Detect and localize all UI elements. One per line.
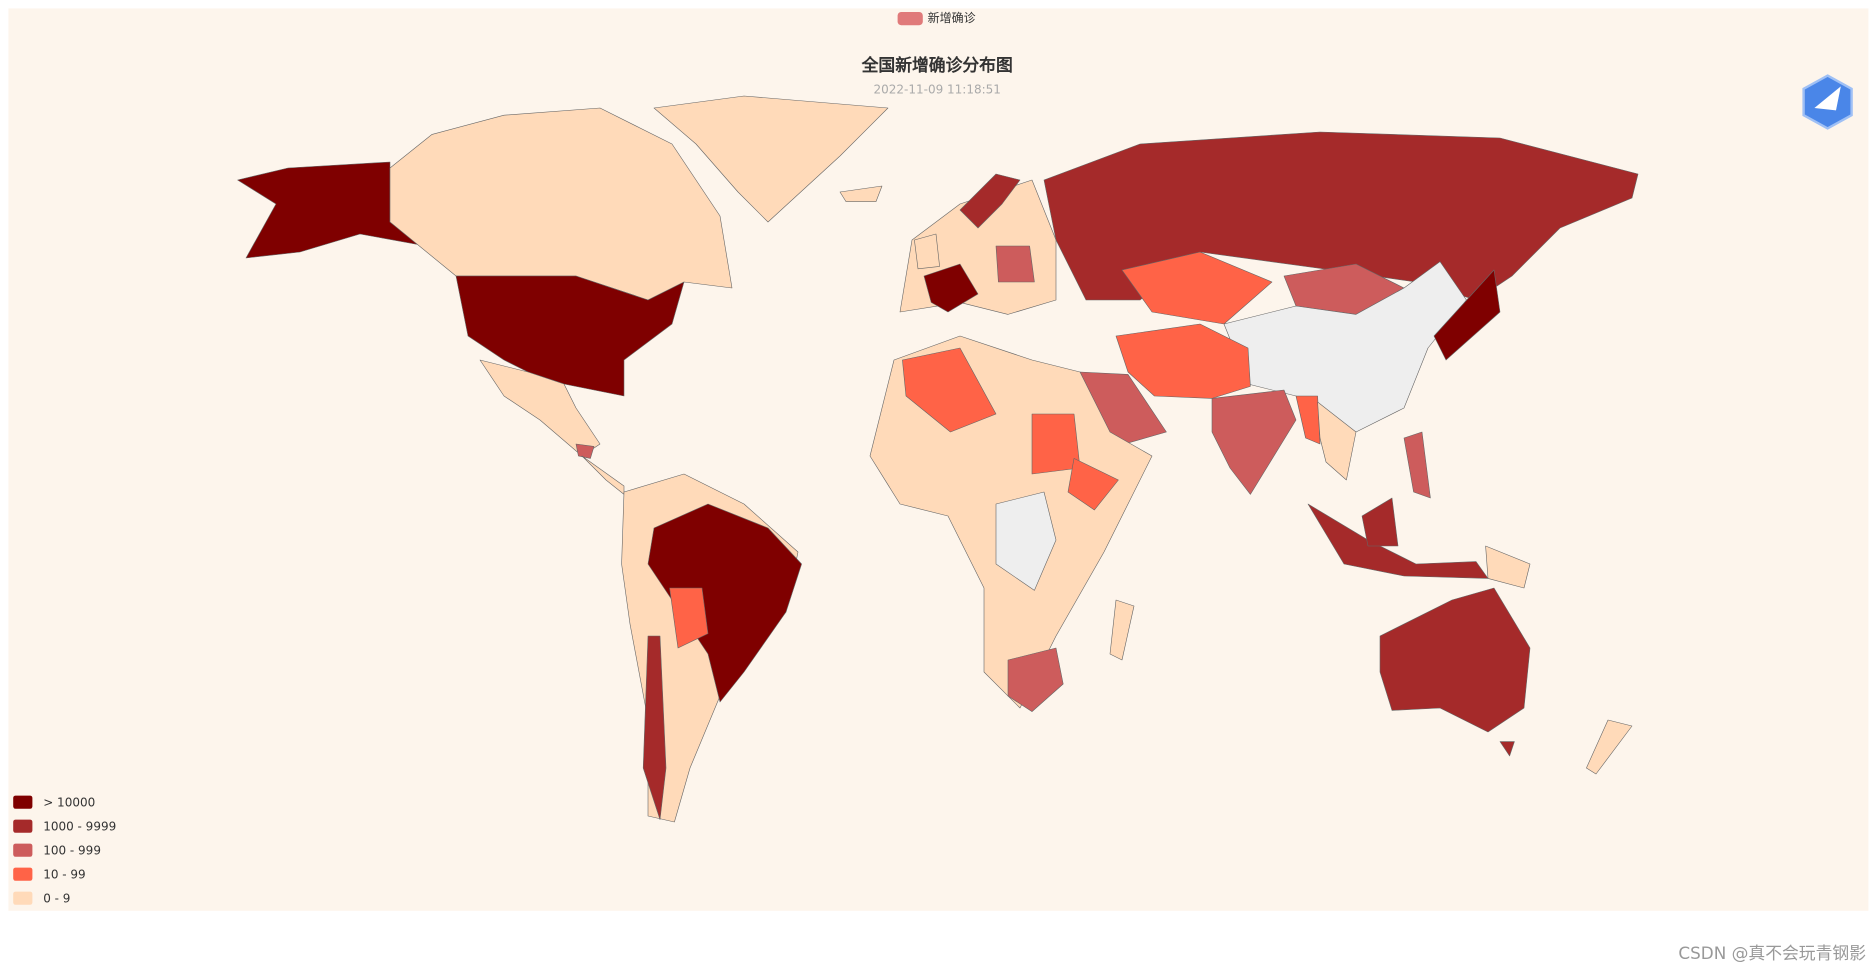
country[interactable] <box>923 263 979 313</box>
visual-map-swatch[interactable] <box>13 843 33 857</box>
country[interactable] <box>1007 647 1064 712</box>
country[interactable] <box>669 587 709 649</box>
chart-title: 全国新增确诊分布图 <box>861 55 1013 75</box>
country[interactable] <box>642 635 667 820</box>
visual-map-swatch[interactable] <box>13 891 33 905</box>
country[interactable] <box>1485 545 1531 589</box>
watermark: CSDN @真不会玩青钢影 <box>1678 943 1866 963</box>
country[interactable] <box>1361 497 1399 547</box>
visual-map-swatch[interactable] <box>13 867 33 881</box>
country[interactable] <box>839 185 883 202</box>
visual-map-label[interactable]: > 10000 <box>43 795 95 809</box>
country[interactable] <box>902 347 997 433</box>
country[interactable] <box>479 359 601 457</box>
legend-label[interactable]: 新增确诊 <box>928 10 976 25</box>
country[interactable] <box>1317 401 1357 481</box>
legend-swatch[interactable] <box>897 12 923 26</box>
visual-map-label[interactable]: 100 - 999 <box>43 843 101 857</box>
country[interactable] <box>995 491 1057 591</box>
visual-map-label[interactable]: 1000 - 9999 <box>43 819 116 833</box>
country[interactable] <box>1121 251 1273 325</box>
country[interactable] <box>1499 741 1515 757</box>
country[interactable] <box>653 95 889 223</box>
visual-map: > 10000 1000 - 9999 100 - 999 10 - 99 0 - 9 <box>13 795 116 905</box>
country[interactable] <box>455 275 685 397</box>
country[interactable] <box>1115 323 1251 399</box>
country[interactable] <box>914 233 940 270</box>
country[interactable] <box>1211 389 1297 495</box>
country[interactable] <box>1295 395 1321 445</box>
country[interactable] <box>1379 587 1531 733</box>
chart-subtitle: 2022-11-09 11:18:51 <box>873 83 1000 97</box>
visual-map-swatch[interactable] <box>13 795 33 809</box>
country[interactable] <box>647 503 802 703</box>
country[interactable] <box>575 443 595 459</box>
world-map <box>237 95 1639 823</box>
country[interactable] <box>1067 458 1119 511</box>
country[interactable] <box>959 173 1021 229</box>
country[interactable] <box>1433 269 1501 361</box>
app-icon[interactable] <box>1802 74 1853 130</box>
country[interactable] <box>995 245 1035 283</box>
visual-map-label[interactable]: 10 - 99 <box>43 867 85 881</box>
country[interactable] <box>1109 599 1135 661</box>
visual-map-swatch[interactable] <box>13 819 33 833</box>
visual-map-label[interactable]: 0 - 9 <box>43 891 70 905</box>
country[interactable] <box>1403 431 1431 499</box>
country[interactable] <box>1586 719 1633 775</box>
